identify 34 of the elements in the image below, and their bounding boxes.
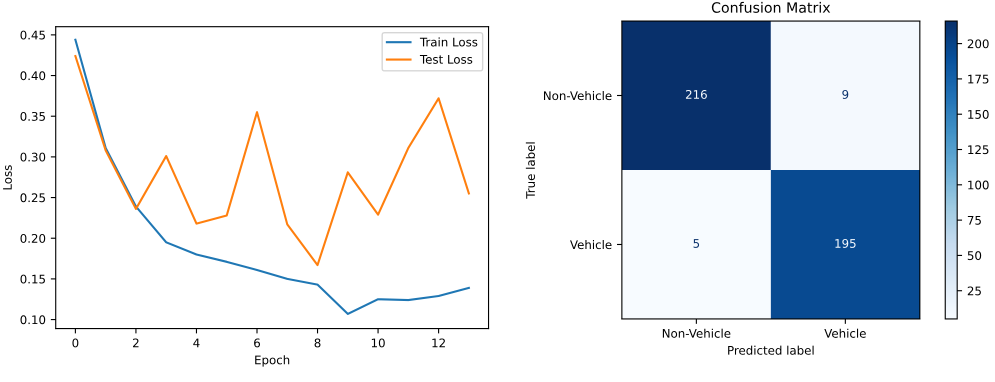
color-bar-label: 175	[968, 74, 988, 84]
color-bar-label: 25	[968, 286, 981, 296]
x-tick-label: 6	[254, 338, 260, 348]
y-axis-title: True label	[526, 142, 535, 199]
y-tick-label: 0.45	[20, 30, 45, 40]
color-bar-label: 150	[968, 110, 989, 119]
color-bar-label: 125	[968, 145, 988, 154]
color-bar-label: 200	[968, 39, 989, 48]
x-tick-label: 4	[193, 338, 200, 348]
color-bar-label: 50	[968, 251, 982, 260]
data-label: 5	[694, 239, 700, 248]
y-tick-label: 0.30	[20, 152, 46, 162]
y-tick-label: 0.35	[20, 112, 45, 121]
data-label: 9	[842, 90, 848, 99]
x-axis-title: Epoch	[255, 355, 290, 367]
x-tick-label: 12	[432, 338, 445, 348]
data-label: 195	[835, 238, 856, 248]
color-bar-label: 75	[968, 216, 981, 225]
chart-title: Confusion Matrix	[712, 2, 830, 13]
x-tick-label: 8	[314, 338, 320, 348]
color-bar-label: 100	[968, 180, 989, 190]
y-axis-title: Loss	[3, 165, 12, 190]
y-tick-label: 0.15	[20, 274, 45, 284]
y-tick-label: 0.40	[20, 71, 46, 80]
y-tick-label: 0.20	[20, 234, 46, 243]
x-tick-label: 2	[133, 338, 138, 348]
x-tick-label: 10	[372, 338, 385, 348]
y-tick-label: 0.10	[20, 315, 46, 324]
legend-label: Test Loss	[420, 55, 472, 64]
x-tick-label: 0	[72, 338, 78, 348]
data-label: 216	[686, 90, 707, 99]
x-axis-title: Predicted label	[728, 346, 814, 355]
y-tick-label: 0.25	[20, 193, 45, 202]
legend-label: Train Loss	[420, 37, 478, 47]
